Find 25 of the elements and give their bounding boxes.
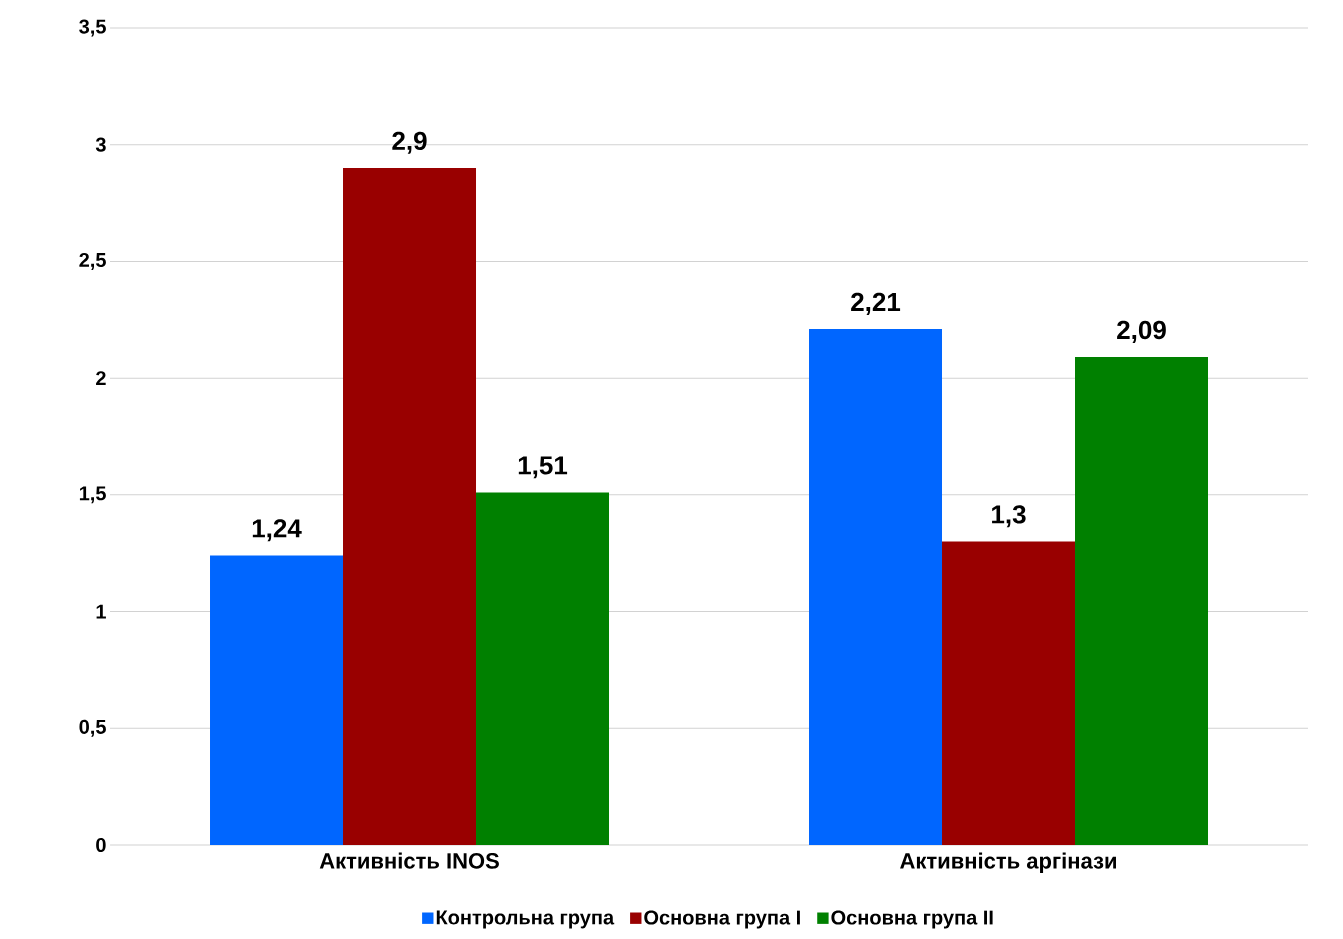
y-tick-label: 1,5 (79, 486, 106, 504)
legend-label: Основна група I (644, 910, 800, 929)
y-tick-label: 1 (96, 604, 106, 619)
y-tick-label: 0 (96, 837, 106, 853)
y-tick-label: 2,5 (79, 252, 106, 270)
y-tick-label: 2 (96, 371, 106, 386)
y-tick-label: 0,5 (79, 719, 106, 737)
data-label: 1,51 (518, 456, 568, 479)
y-tick-label: 3 (95, 137, 106, 152)
data-label: 2,21 (851, 292, 901, 315)
data-label: 1,24 (252, 519, 302, 542)
bar (1075, 357, 1209, 845)
data-label: 2,9 (392, 131, 427, 154)
x-tick-label: Активність INOS (319, 852, 499, 869)
bar (942, 541, 1076, 845)
data-label: 2,09 (1117, 320, 1166, 343)
x-tick-label: Активність аргінази (900, 852, 1116, 874)
y-tick-label: 3,5 (79, 19, 106, 37)
bar (809, 329, 943, 845)
legend-label: Контрольна група (436, 910, 615, 929)
bar (210, 555, 344, 845)
legend-label: Основна група II (831, 910, 993, 929)
bar (343, 168, 477, 845)
bar (476, 492, 610, 845)
data-label: 1,3 (992, 505, 1026, 528)
